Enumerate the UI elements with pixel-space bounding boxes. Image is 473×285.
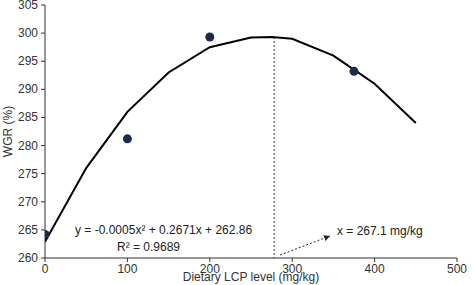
y-tick: [41, 201, 45, 202]
y-tick-label: 280: [18, 139, 38, 153]
x-tick-label: 0: [42, 262, 49, 276]
data-point: [123, 134, 132, 143]
y-tick-label: 275: [18, 167, 38, 181]
y-tick: [41, 5, 45, 6]
x-tick-label: 500: [447, 262, 467, 276]
y-tick: [41, 229, 45, 230]
y-tick-label: 290: [18, 82, 38, 96]
x-tick-label: 100: [117, 262, 137, 276]
y-tick-label: 270: [18, 195, 38, 209]
data-point: [205, 33, 214, 42]
equation: y = -0.0005x² + 0.2671x + 262.86: [75, 223, 252, 237]
data-point: [350, 67, 359, 76]
y-tick-label: 260: [18, 251, 38, 265]
y-tick: [41, 173, 45, 174]
chart: 2602652702752802852902953003050100200300…: [0, 0, 473, 285]
y-tick-label: 305: [18, 0, 38, 12]
y-tick-label: 285: [18, 110, 38, 124]
annotation-arrow: [280, 236, 330, 255]
y-tick: [41, 33, 45, 34]
x-axis: [45, 258, 457, 259]
y-tick-label: 300: [18, 26, 38, 40]
y-axis-title: WGR (%): [1, 106, 15, 157]
y-tick: [41, 61, 45, 62]
reference-line: [274, 37, 275, 258]
data-point: [45, 230, 50, 239]
y-tick: [41, 145, 45, 146]
x-tick-label: 400: [365, 262, 385, 276]
y-tick: [41, 258, 45, 259]
y-tick-label: 265: [18, 223, 38, 237]
y-tick: [41, 117, 45, 118]
r-squared: R² = 0.9689: [117, 240, 180, 254]
y-tick: [41, 89, 45, 90]
fit-curve: [45, 37, 416, 242]
optimum-label: x = 267.1 mg/kg: [337, 224, 423, 238]
x-axis-title: Dietary LCP level (mg/kg): [183, 270, 320, 284]
y-tick-label: 295: [18, 54, 38, 68]
y-axis: [45, 5, 46, 258]
